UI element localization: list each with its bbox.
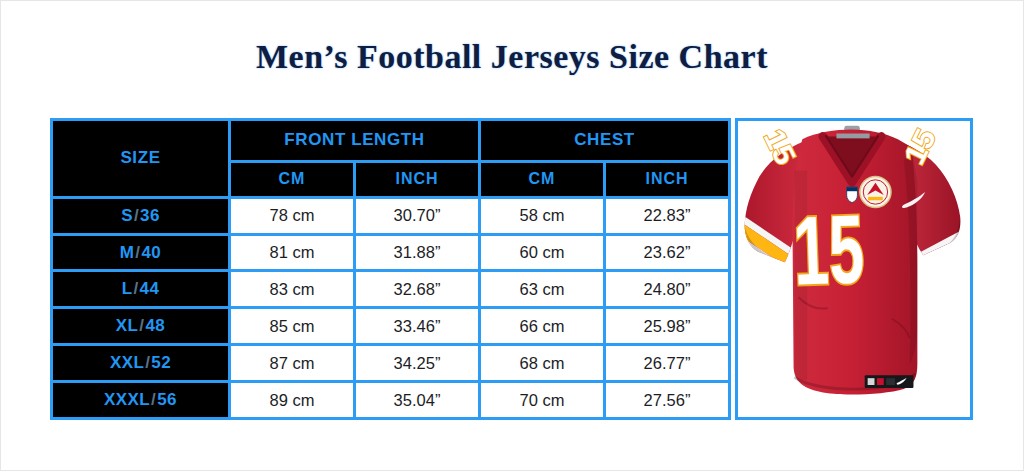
chest-cm-cell: 60 cm <box>480 234 605 271</box>
size-cell: M/40 <box>52 234 230 271</box>
jock-tag <box>865 375 914 388</box>
chest-inch-header: INCH <box>605 161 730 197</box>
table-row: XL/48 85 cm 33.46” 66 cm 25.98” <box>52 308 730 345</box>
table-row: XXXL/56 89 cm 35.04” 70 cm 27.56” <box>52 382 730 419</box>
size-letter: XXXL <box>104 390 150 409</box>
chest-inch-cell: 22.83” <box>605 197 730 234</box>
jersey-product-image: 15 15 15 <box>738 121 970 417</box>
size-letter: S <box>121 206 133 225</box>
header-row-groups: SIZE FRONT LENGTH CHEST <box>52 120 730 162</box>
size-number: 56 <box>157 390 177 409</box>
chest-inch-cell: 26.77” <box>605 345 730 382</box>
table-row: L/44 83 cm 32.68” 63 cm 24.80” <box>52 271 730 308</box>
table-row: M/40 81 cm 31.88” 60 cm 23.62” <box>52 234 730 271</box>
size-slash: / <box>133 206 140 225</box>
size-letter: XL <box>116 316 139 335</box>
front-inch-cell: 34.25” <box>355 345 480 382</box>
front-cm-cell: 89 cm <box>230 382 355 419</box>
chest-cm-cell: 63 cm <box>480 271 605 308</box>
jersey-image-panel: 15 15 15 <box>735 118 973 420</box>
size-letter: M <box>120 243 135 262</box>
chest-header: CHEST <box>480 120 730 162</box>
size-cell: XXL/52 <box>52 345 230 382</box>
size-cell: L/44 <box>52 271 230 308</box>
front-cm-cell: 81 cm <box>230 234 355 271</box>
size-cell: S/36 <box>52 197 230 234</box>
size-number: 36 <box>140 206 160 225</box>
chest-cm-cell: 66 cm <box>480 308 605 345</box>
size-letter: L <box>122 279 133 298</box>
size-cell: XL/48 <box>52 308 230 345</box>
front-cm-cell: 85 cm <box>230 308 355 345</box>
front-cm-cell: 87 cm <box>230 345 355 382</box>
chest-inch-cell: 24.80” <box>605 271 730 308</box>
front-inch-cell: 33.46” <box>355 308 480 345</box>
front-cm-cell: 78 cm <box>230 197 355 234</box>
size-number: 40 <box>141 243 161 262</box>
chest-inch-cell: 27.56” <box>605 382 730 419</box>
front-inch-cell: 32.68” <box>355 271 480 308</box>
size-letter: XXL <box>110 353 144 372</box>
size-chart-table: SIZE FRONT LENGTH CHEST CM INCH CM INCH … <box>50 118 731 420</box>
team-patch <box>860 176 891 207</box>
front-length-header: FRONT LENGTH <box>230 120 480 162</box>
front-cm-cell: 83 cm <box>230 271 355 308</box>
chest-inch-cell: 25.98” <box>605 308 730 345</box>
table-row: S/36 78 cm 30.70” 58 cm 22.83” <box>52 197 730 234</box>
front-inch-cell: 31.88” <box>355 234 480 271</box>
size-chart-page: Men’s Football Jerseys Size Chart SIZE F… <box>0 0 1024 471</box>
chest-number: 15 <box>792 194 866 305</box>
size-number: 48 <box>145 316 165 335</box>
size-cell: XXXL/56 <box>52 382 230 419</box>
front-cm-header: CM <box>230 161 355 197</box>
size-slash: / <box>132 279 139 298</box>
size-number: 52 <box>151 353 171 372</box>
size-number: 44 <box>140 279 160 298</box>
front-inch-cell: 35.04” <box>355 382 480 419</box>
inner-collar-strap <box>836 134 869 139</box>
size-column-header: SIZE <box>52 120 230 198</box>
chest-cm-header: CM <box>480 161 605 197</box>
page-title: Men’s Football Jerseys Size Chart <box>0 38 1024 76</box>
chest-cm-cell: 58 cm <box>480 197 605 234</box>
front-inch-header: INCH <box>355 161 480 197</box>
chest-cm-cell: 68 cm <box>480 345 605 382</box>
table-row: XXL/52 87 cm 34.25” 68 cm 26.77” <box>52 345 730 382</box>
chest-inch-cell: 23.62” <box>605 234 730 271</box>
chest-cm-cell: 70 cm <box>480 382 605 419</box>
front-inch-cell: 30.70” <box>355 197 480 234</box>
